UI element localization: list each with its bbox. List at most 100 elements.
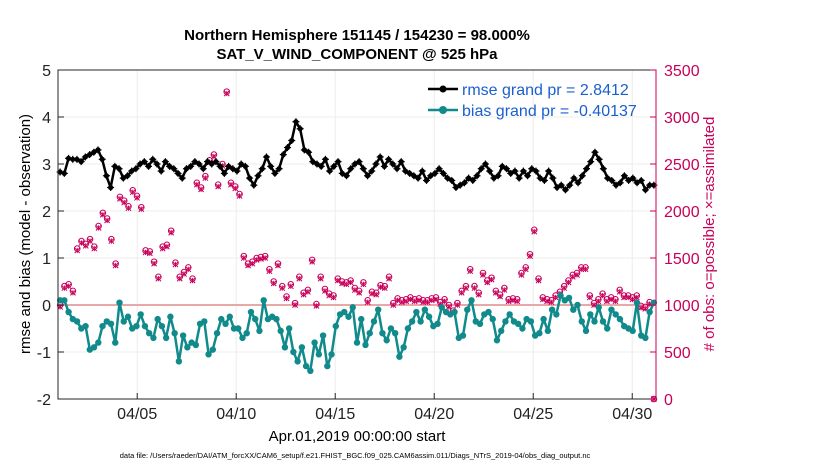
bias-point	[192, 341, 200, 349]
rmse-point	[481, 160, 489, 168]
rmse-point	[220, 169, 228, 177]
obs-assimilated-marker	[257, 255, 264, 262]
rmse-point	[595, 155, 603, 163]
bias-point	[404, 325, 412, 332]
rmse-series	[56, 118, 658, 194]
obs-assimilated-marker	[390, 302, 397, 308]
bias-point	[366, 330, 373, 337]
bias-point	[506, 311, 513, 318]
obs-assimilated-marker	[471, 285, 478, 292]
bias-point	[396, 353, 403, 360]
bias-series	[56, 292, 658, 374]
bias-point	[302, 362, 310, 370]
rmse-point	[629, 174, 637, 182]
footnote: data file: /Users/raeder/DAI/ATM_forcXX/…	[120, 451, 591, 460]
bias-point	[141, 322, 149, 330]
y-right-tick-label: 1500	[664, 251, 700, 268]
x-tick-label: 04/10	[216, 406, 256, 423]
rmse-point	[246, 174, 254, 182]
bias-point	[413, 308, 420, 316]
bias-point	[557, 292, 564, 299]
obs-assimilated-marker	[616, 288, 623, 295]
obs-assimilated-marker	[309, 258, 316, 265]
bias-point	[311, 339, 318, 346]
rmse-point	[503, 165, 510, 173]
rmse-point	[153, 160, 161, 168]
bias-point	[646, 308, 653, 316]
obs-assimilated-marker	[99, 211, 106, 218]
obs-assimilated-marker	[501, 287, 508, 293]
rmse-point	[250, 181, 258, 189]
rmse-point	[149, 155, 157, 163]
rmse-point	[620, 172, 628, 180]
bias-point	[226, 313, 233, 320]
bias-point	[387, 325, 395, 332]
obs-assimilated-marker	[304, 288, 311, 295]
obs-assimilated-marker	[509, 297, 516, 304]
rmse-point	[604, 174, 612, 182]
obs-assimilated-marker	[356, 289, 363, 296]
obs-assimilated-marker	[279, 285, 286, 292]
bias-point	[608, 306, 615, 313]
obs-assimilated-marker	[198, 186, 205, 193]
obs-assimilated-marker	[574, 271, 580, 278]
bias-point	[341, 308, 348, 316]
rmse-point	[275, 165, 283, 173]
obs-assimilated-marker	[424, 299, 431, 306]
bias-point	[599, 318, 607, 325]
obs-assimilated-marker	[245, 262, 252, 269]
obs-assimilated-marker	[454, 302, 461, 308]
obs-assimilated-marker	[527, 253, 533, 260]
rmse-point	[241, 162, 249, 170]
obs-assimilated-marker	[339, 280, 346, 287]
bias-point	[324, 362, 331, 370]
bias-point	[493, 337, 501, 344]
obs-assimilated-marker	[275, 262, 281, 269]
bias-point	[158, 322, 166, 330]
bias-point	[252, 315, 259, 323]
rmse-point	[380, 162, 388, 170]
rmse-point	[393, 165, 401, 173]
obs-assimilated-marker	[168, 229, 175, 236]
obs-assimilated-marker	[621, 294, 627, 301]
obs-assimilated-marker	[270, 280, 277, 287]
obs-assimilated-marker	[569, 273, 576, 280]
obs-assimilated-marker	[595, 298, 602, 305]
obs-assimilated-marker	[125, 205, 132, 212]
rmse-point	[532, 167, 540, 175]
rmse-point	[254, 172, 262, 180]
rmse-point	[540, 176, 548, 184]
rmse-point	[309, 158, 317, 166]
rmse-point	[145, 162, 153, 170]
bias-point	[61, 297, 68, 304]
bias-point	[154, 315, 161, 323]
obs-assimilated-marker	[565, 279, 572, 286]
legend: rmse grand pr = 2.8412 bias grand pr = -…	[428, 82, 637, 120]
rmse-point	[570, 174, 578, 182]
obs-assimilated-marker	[176, 275, 183, 282]
bias-point	[137, 311, 144, 318]
y-right-tick-label: 2500	[664, 157, 700, 174]
rmse-point	[401, 167, 409, 175]
y-right-tick-label: 1000	[664, 298, 700, 315]
obs-assimilated-marker	[394, 297, 401, 304]
bias-point	[379, 330, 386, 337]
bias-point	[451, 308, 458, 316]
rmse-point	[182, 165, 190, 173]
bias-point	[171, 330, 178, 337]
rmse-point	[616, 179, 624, 187]
obs-assimilated-marker	[411, 298, 418, 305]
bias-point	[502, 318, 509, 325]
bias-point	[642, 334, 649, 342]
obs-assimilated-marker	[561, 285, 568, 292]
obs-assimilated-marker	[129, 189, 136, 196]
rmse-point	[123, 172, 131, 180]
bias-point	[90, 344, 98, 351]
bias-point	[73, 318, 81, 325]
bias-point	[222, 320, 229, 327]
rmse-point	[473, 172, 481, 180]
rmse-point	[477, 165, 485, 173]
obs-assimilated-marker	[78, 240, 85, 246]
bias-point	[116, 299, 123, 306]
rmse-point	[237, 160, 245, 168]
